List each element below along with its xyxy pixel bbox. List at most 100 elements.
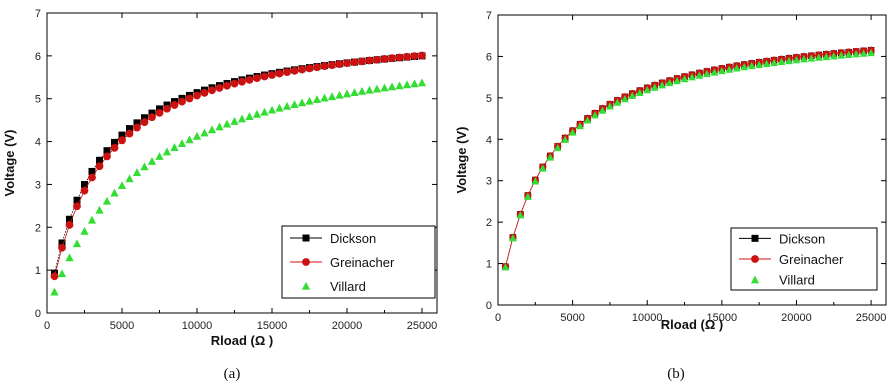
- data-point-greinacher: [395, 53, 404, 62]
- data-point-villard: [732, 64, 741, 72]
- data-point-greinacher: [215, 84, 224, 92]
- data-point-villard: [87, 215, 97, 224]
- data-point-greinacher: [125, 129, 134, 138]
- data-point-greinacher: [230, 79, 239, 88]
- data-point-dickson: [111, 138, 118, 146]
- data-point-dickson: [126, 125, 133, 133]
- data-point-villard: [755, 60, 764, 69]
- data-point-greinacher: [65, 221, 74, 229]
- y-tick-label: 1: [35, 265, 41, 277]
- y-tick-label: 6: [486, 51, 492, 63]
- x-tick-label: 15000: [707, 312, 738, 324]
- data-point-villard: [387, 82, 397, 91]
- data-point-villard: [501, 263, 510, 271]
- data-point-villard: [673, 76, 681, 85]
- data-point-villard: [635, 88, 644, 97]
- data-point-greinacher: [238, 77, 246, 86]
- data-point-villard: [695, 71, 704, 79]
- data-point-villard: [417, 78, 427, 87]
- data-point-villard: [72, 239, 82, 248]
- x-tick-label: 25000: [856, 312, 887, 324]
- legend: Dickson Greinacher Villard: [281, 225, 436, 299]
- data-point-greinacher: [245, 75, 254, 84]
- data-point-greinacher: [95, 162, 104, 171]
- data-point-villard: [402, 80, 412, 89]
- data-point-villard: [222, 119, 232, 128]
- data-point-greinacher: [223, 81, 231, 90]
- y-tick-label: 7: [35, 8, 41, 20]
- x-tick-label: 20000: [781, 312, 812, 324]
- data-point-villard: [613, 98, 622, 106]
- data-point-villard: [650, 83, 659, 91]
- data-point-villard: [665, 78, 674, 87]
- data-point-villard: [598, 106, 607, 114]
- legend-marker-greinacher: [302, 258, 310, 266]
- data-point-villard: [538, 164, 547, 172]
- data-point-villard: [516, 211, 525, 219]
- data-point-villard: [200, 128, 209, 137]
- x-tick-label: 20000: [332, 320, 363, 332]
- data-point-villard: [688, 73, 696, 81]
- data-point-greinacher: [110, 143, 119, 152]
- data-point-villard: [357, 86, 367, 95]
- data-point-villard: [365, 85, 374, 94]
- x-tick-label: 0: [44, 320, 50, 332]
- data-point-greinacher: [50, 272, 59, 281]
- data-point-villard: [252, 109, 262, 118]
- data-point-villard: [591, 111, 599, 119]
- data-point-villard: [740, 62, 749, 71]
- data-point-greinacher: [163, 104, 171, 113]
- data-point-villard: [658, 81, 667, 89]
- data-point-villard: [606, 102, 614, 110]
- y-tick-label: 3: [35, 179, 41, 191]
- data-point-greinacher: [193, 91, 201, 100]
- panel-caption: (a): [224, 366, 241, 382]
- data-point-greinacher: [403, 52, 411, 61]
- data-point-villard: [800, 55, 808, 63]
- data-point-dickson: [58, 239, 66, 247]
- y-tick-label: 2: [486, 217, 492, 229]
- data-point-dickson: [81, 181, 88, 189]
- data-point-greinacher: [200, 88, 209, 97]
- plot-frame: [497, 14, 887, 306]
- data-point-villard: [110, 188, 119, 197]
- x-tick-label: 5000: [110, 320, 134, 332]
- data-point-greinacher: [283, 68, 291, 77]
- data-point-villard: [747, 61, 756, 70]
- data-point-villard: [57, 269, 67, 278]
- data-point-villard: [777, 57, 786, 66]
- y-tick-label: 4: [35, 137, 41, 149]
- data-point-villard: [576, 121, 584, 130]
- data-point-villard: [546, 153, 555, 161]
- data-point-villard: [859, 49, 868, 57]
- legend-label-greinacher: Greinacher: [330, 255, 395, 270]
- y-tick-label: 1: [486, 259, 492, 271]
- legend-marker-villard: [750, 275, 760, 284]
- data-point-greinacher: [260, 72, 269, 81]
- data-point-greinacher: [328, 61, 336, 69]
- data-point-villard: [155, 152, 164, 160]
- data-point-greinacher: [58, 243, 66, 252]
- data-point-greinacher: [320, 62, 329, 71]
- y-tick-label: 2: [35, 222, 41, 234]
- legend: Dickson Greinacher Villard: [730, 227, 878, 291]
- data-point-villard: [620, 94, 629, 103]
- panel-caption: (b): [667, 366, 685, 382]
- data-point-greinacher: [133, 123, 141, 132]
- data-point-greinacher: [373, 55, 381, 64]
- data-point-villard: [230, 117, 239, 125]
- data-point-villard: [785, 56, 793, 65]
- data-point-dickson: [96, 156, 103, 164]
- data-point-villard: [867, 48, 875, 57]
- data-point-dickson: [156, 105, 163, 113]
- data-point-villard: [844, 50, 853, 59]
- legend-label-dickson: Dickson: [779, 231, 825, 246]
- legend-marker-dickson: [751, 234, 759, 242]
- legend-marker-greinacher: [751, 255, 759, 263]
- data-point-greinacher: [275, 69, 284, 78]
- legend-marker-villard: [301, 281, 311, 290]
- data-point-dickson: [88, 167, 96, 175]
- data-point-villard: [125, 174, 134, 183]
- data-point-dickson: [73, 196, 81, 204]
